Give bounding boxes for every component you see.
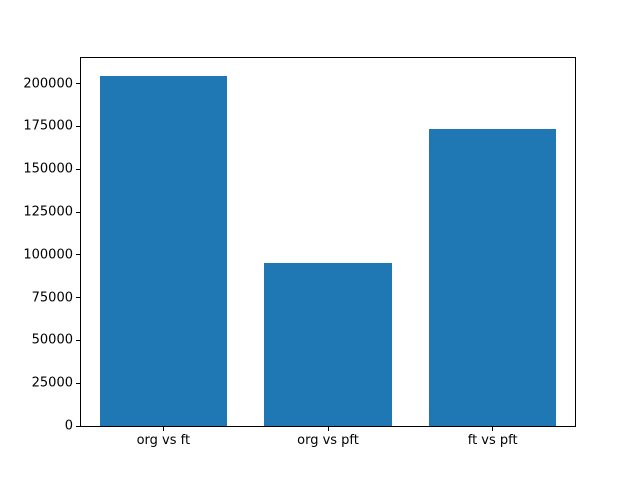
x-tick-mark bbox=[492, 427, 494, 431]
y-tick-label: 175000 bbox=[23, 118, 73, 134]
x-tick-mark bbox=[162, 427, 164, 431]
plot-area: 0 25000 50000 75000 100000 125000 150000 175000… bbox=[23, 57, 576, 447]
y-tick-mark bbox=[76, 425, 80, 427]
x-tick-label: ft vs pft bbox=[467, 433, 518, 448]
x-tick-label: org vs ft bbox=[136, 433, 191, 448]
y-tick-mark bbox=[76, 125, 80, 127]
y-tick-label: 0 bbox=[64, 418, 73, 434]
y-tick-label: 50000 bbox=[31, 332, 73, 348]
y-tick-label: 75000 bbox=[31, 290, 73, 306]
y-tick-label: 200000 bbox=[23, 76, 73, 92]
y-tick-mark bbox=[76, 339, 80, 341]
x-tick-mark bbox=[327, 427, 329, 431]
y-tick-label: 150000 bbox=[23, 161, 73, 177]
y-tick-mark bbox=[76, 297, 80, 299]
y-tick-mark bbox=[76, 211, 80, 213]
bar bbox=[99, 75, 228, 426]
y-tick-mark bbox=[76, 254, 80, 256]
bar bbox=[428, 129, 557, 426]
y-tick-mark bbox=[76, 382, 80, 384]
y-tick-mark bbox=[76, 83, 80, 85]
bar bbox=[264, 262, 392, 426]
x-tick-label: org vs pft bbox=[297, 433, 359, 448]
y-tick-label: 100000 bbox=[23, 247, 73, 263]
y-tick-label: 25000 bbox=[31, 375, 73, 391]
y-tick-label: 125000 bbox=[23, 204, 73, 220]
y-tick-mark bbox=[76, 168, 80, 170]
